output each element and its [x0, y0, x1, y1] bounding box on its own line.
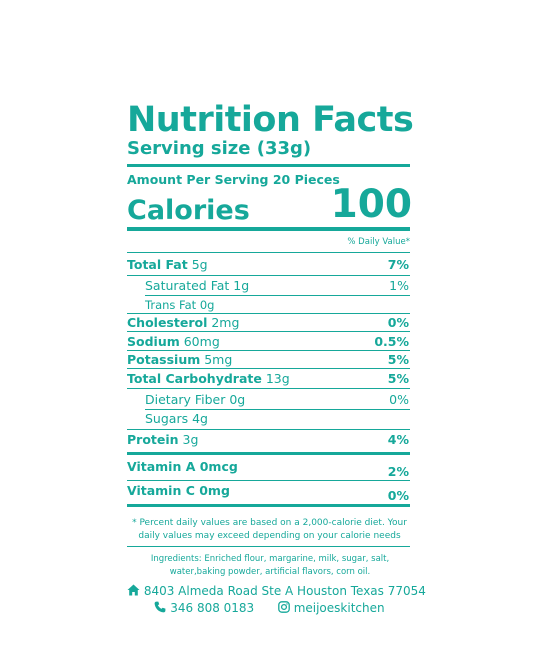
thick-divider	[127, 164, 410, 167]
serving-size: Serving size (33g)	[127, 138, 312, 159]
daily-value-percent: 4%	[387, 432, 409, 447]
trans-fat-row: Trans Fat 0g	[127, 297, 410, 313]
cholesterol-row: Cholesterol 2mg 0%	[127, 315, 410, 331]
row-divider	[127, 429, 410, 430]
daily-value-percent: 0%	[387, 488, 409, 503]
ingredients: Ingredients: Enriched flour, margarine, …	[140, 553, 400, 578]
phone-icon	[154, 601, 166, 617]
daily-value-percent: 5%	[387, 371, 409, 386]
row-divider	[127, 313, 410, 314]
daily-value-percent: 2%	[387, 464, 409, 479]
row-divider	[127, 480, 410, 481]
nutrient-name: Potassium	[127, 352, 201, 367]
nutrient-amount: 5mg	[204, 352, 233, 367]
row-divider	[145, 295, 410, 296]
nutrient-name: Total Fat	[127, 257, 188, 272]
nutrient-name: Protein	[127, 432, 179, 447]
protein-divider	[127, 452, 410, 455]
instagram-icon	[278, 600, 290, 617]
footnote-line: * Percent daily values are based on a 2,…	[132, 518, 407, 528]
row-divider	[145, 409, 410, 410]
row-divider	[127, 252, 410, 253]
nutrient-name: Total Carbohydrate	[127, 371, 262, 386]
nutrient-amount: 2mg	[211, 315, 240, 330]
nutrient-amount: 60mg	[183, 334, 220, 349]
row-divider	[127, 368, 410, 369]
daily-value-footnote: * Percent daily values are based on a 2,…	[127, 517, 412, 542]
row-divider	[127, 275, 410, 276]
daily-value-percent: 0%	[387, 315, 409, 330]
nutrient-name: Vitamin C 0mg	[127, 483, 230, 498]
total-fat-row: Total Fat 5g 7%	[127, 257, 410, 273]
sodium-row: Sodium 60mg 0.5%	[127, 334, 410, 350]
row-divider	[127, 388, 410, 389]
footnote-line: daily values may exceed depending on you…	[138, 530, 401, 541]
daily-value-header: % Daily Value*	[347, 237, 410, 247]
nutrient-name: Trans Fat 0g	[145, 298, 215, 312]
sugars-row: Sugars 4g	[127, 411, 410, 427]
address-text: 8403 Almeda Road Ste A Houston Texas 770…	[143, 584, 426, 598]
home-icon	[127, 584, 140, 600]
vitamin-c-row: Vitamin C 0mg 0%	[127, 483, 410, 507]
vitamin-a-row: Vitamin A 0mcg 2%	[127, 459, 410, 483]
nutrient-name: Cholesterol	[127, 315, 208, 330]
address-line: 8403 Almeda Road Ste A Houston Texas 770…	[127, 583, 426, 600]
nutrition-facts-title: Nutrition Facts	[127, 100, 414, 140]
nutrient-name: Saturated Fat 1g	[145, 278, 250, 293]
calories-divider	[127, 227, 410, 231]
instagram-handle: meijoeskitchen	[293, 601, 385, 615]
row-divider	[127, 331, 410, 332]
nutrient-name: Vitamin A 0mcg	[127, 459, 238, 474]
daily-value-percent: 0%	[389, 392, 409, 407]
total-carbohydrate-row: Total Carbohydrate 13g 5%	[127, 371, 410, 387]
dietary-fiber-row: Dietary Fiber 0g 0%	[127, 392, 410, 408]
nutrient-name: Sugars 4g	[145, 411, 208, 426]
phone-number: 346 808 0183	[170, 601, 255, 615]
daily-value-percent: 0.5%	[374, 334, 409, 349]
daily-value-percent: 7%	[387, 257, 409, 272]
nutrient-amount: 5g	[191, 257, 208, 272]
nutrient-name: Dietary Fiber 0g	[145, 392, 246, 407]
contact-line: 346 808 0183 meijoeskitchen	[127, 600, 412, 617]
daily-value-percent: 1%	[389, 278, 409, 293]
ingredients-line: Ingredients: Enriched flour, margarine, …	[150, 554, 390, 564]
row-divider	[127, 350, 410, 351]
nutrient-amount: 13g	[265, 371, 290, 386]
nutrient-name: Sodium	[127, 334, 180, 349]
amount-per-serving: Amount Per Serving 20 Pieces	[127, 172, 340, 187]
potassium-row: Potassium 5mg 5%	[127, 352, 410, 368]
ingredients-line: water,baking powder, artificial flavors,…	[169, 566, 371, 577]
daily-value-percent: 5%	[387, 352, 409, 367]
calories-label: Calories	[127, 195, 250, 226]
vitamins-divider	[127, 504, 410, 507]
protein-row: Protein 3g 4%	[127, 432, 410, 448]
calories-value: 100	[330, 182, 412, 227]
nutrient-amount: 3g	[182, 432, 199, 447]
footnote-divider	[127, 546, 410, 547]
saturated-fat-row: Saturated Fat 1g 1%	[127, 278, 410, 294]
